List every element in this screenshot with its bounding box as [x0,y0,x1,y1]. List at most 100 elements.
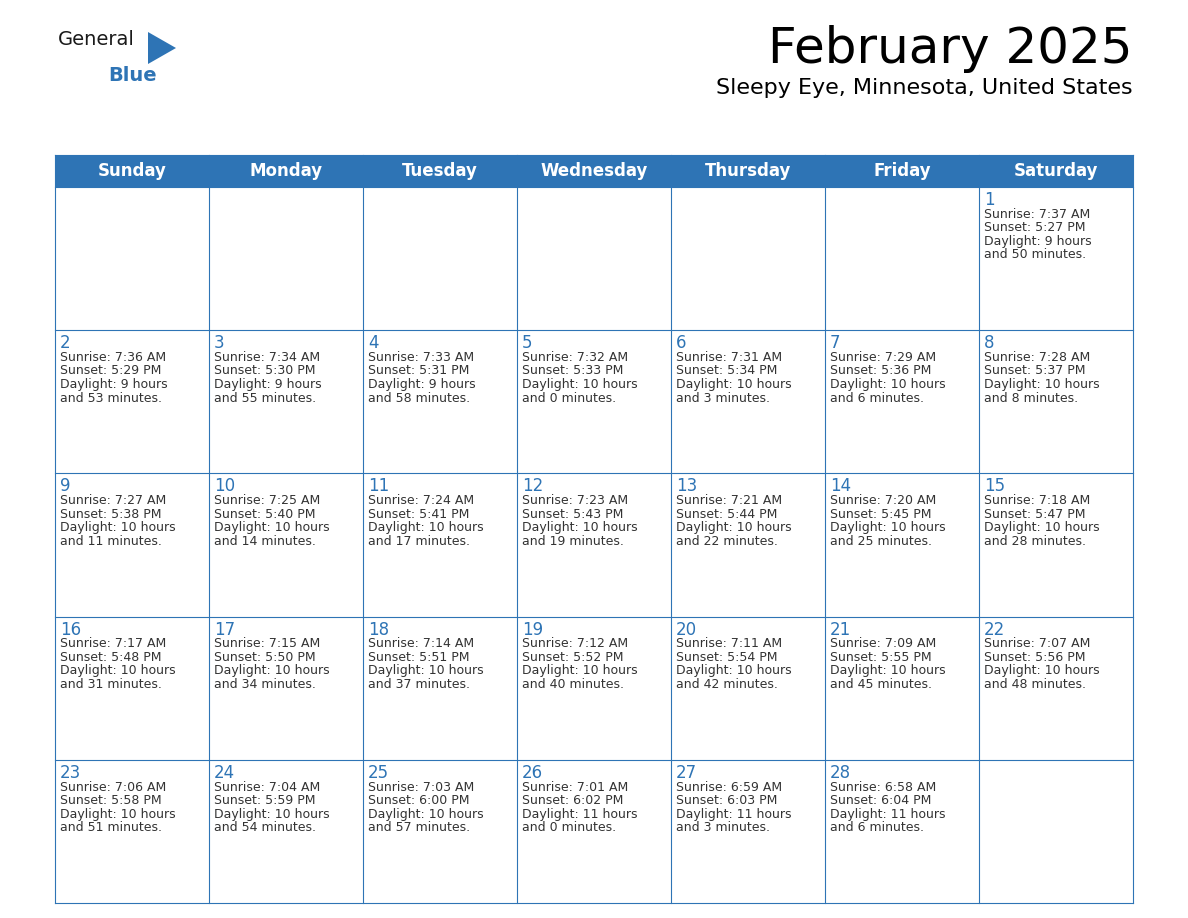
Bar [979,760,1133,903]
Text: Sunset: 5:27 PM: Sunset: 5:27 PM [984,221,1086,234]
Text: 8: 8 [984,334,994,353]
Text: February 2025: February 2025 [769,25,1133,73]
Bar [979,330,1133,474]
Text: Wednesday: Wednesday [541,162,647,180]
Text: Daylight: 10 hours: Daylight: 10 hours [214,665,329,677]
Text: 1: 1 [984,191,994,209]
Text: Sunset: 6:02 PM: Sunset: 6:02 PM [522,794,624,807]
Bar [671,474,824,617]
Text: 15: 15 [984,477,1005,496]
Text: Daylight: 10 hours: Daylight: 10 hours [522,665,638,677]
Text: Sunrise: 7:07 AM: Sunrise: 7:07 AM [984,637,1091,650]
Text: Sleepy Eye, Minnesota, United States: Sleepy Eye, Minnesota, United States [716,78,1133,98]
Text: and 0 minutes.: and 0 minutes. [522,821,617,834]
Bar [824,330,979,474]
Text: and 0 minutes.: and 0 minutes. [522,391,617,405]
Text: Daylight: 10 hours: Daylight: 10 hours [830,521,946,534]
Bar [364,760,517,903]
Text: Sunset: 5:31 PM: Sunset: 5:31 PM [368,364,469,377]
Bar [979,617,1133,760]
Text: 4: 4 [368,334,379,353]
Text: Daylight: 10 hours: Daylight: 10 hours [61,665,176,677]
Text: Daylight: 10 hours: Daylight: 10 hours [368,521,484,534]
Bar [55,155,1133,187]
Text: Sunset: 5:43 PM: Sunset: 5:43 PM [522,508,624,521]
Text: and 50 minutes.: and 50 minutes. [984,248,1086,262]
Bar [517,187,671,330]
Bar [517,617,671,760]
Text: Sunset: 5:58 PM: Sunset: 5:58 PM [61,794,162,807]
Text: and 6 minutes.: and 6 minutes. [830,391,924,405]
Text: Sunset: 5:51 PM: Sunset: 5:51 PM [368,651,469,664]
Bar [979,474,1133,617]
Text: and 19 minutes.: and 19 minutes. [522,534,624,548]
Bar [824,617,979,760]
Bar [824,474,979,617]
Text: Sunrise: 7:15 AM: Sunrise: 7:15 AM [214,637,321,650]
Text: Sunrise: 7:12 AM: Sunrise: 7:12 AM [522,637,628,650]
Polygon shape [148,32,176,64]
Text: Daylight: 10 hours: Daylight: 10 hours [984,521,1100,534]
Text: Sunrise: 7:27 AM: Sunrise: 7:27 AM [61,494,166,508]
Bar [55,187,209,330]
Text: Daylight: 10 hours: Daylight: 10 hours [676,378,791,391]
Text: Sunrise: 7:11 AM: Sunrise: 7:11 AM [676,637,782,650]
Text: Saturday: Saturday [1013,162,1098,180]
Text: and 55 minutes.: and 55 minutes. [214,391,316,405]
Bar [364,617,517,760]
Text: Daylight: 10 hours: Daylight: 10 hours [214,808,329,821]
Text: and 3 minutes.: and 3 minutes. [676,391,770,405]
Text: Daylight: 10 hours: Daylight: 10 hours [830,665,946,677]
Text: Sunset: 5:44 PM: Sunset: 5:44 PM [676,508,777,521]
Text: and 31 minutes.: and 31 minutes. [61,677,162,691]
Bar [55,617,209,760]
Text: Daylight: 11 hours: Daylight: 11 hours [676,808,791,821]
Bar [671,760,824,903]
Text: Sunrise: 7:21 AM: Sunrise: 7:21 AM [676,494,782,508]
Text: Sunset: 5:50 PM: Sunset: 5:50 PM [214,651,316,664]
Text: Daylight: 10 hours: Daylight: 10 hours [368,808,484,821]
Text: Sunset: 5:59 PM: Sunset: 5:59 PM [214,794,316,807]
Text: Sunrise: 6:59 AM: Sunrise: 6:59 AM [676,780,782,793]
Bar [209,617,364,760]
Text: Sunrise: 7:14 AM: Sunrise: 7:14 AM [368,637,474,650]
Text: and 40 minutes.: and 40 minutes. [522,677,624,691]
Text: and 25 minutes.: and 25 minutes. [830,534,933,548]
Text: Sunrise: 6:58 AM: Sunrise: 6:58 AM [830,780,936,793]
Bar [517,760,671,903]
Text: Sunset: 5:48 PM: Sunset: 5:48 PM [61,651,162,664]
Text: and 28 minutes.: and 28 minutes. [984,534,1086,548]
Text: Sunset: 5:56 PM: Sunset: 5:56 PM [984,651,1086,664]
Bar [209,474,364,617]
Text: and 58 minutes.: and 58 minutes. [368,391,470,405]
Bar [824,187,979,330]
Text: Sunset: 5:52 PM: Sunset: 5:52 PM [522,651,624,664]
Text: Friday: Friday [873,162,931,180]
Text: Sunrise: 7:24 AM: Sunrise: 7:24 AM [368,494,474,508]
Text: 12: 12 [522,477,543,496]
Text: Sunrise: 7:36 AM: Sunrise: 7:36 AM [61,351,166,364]
Bar [364,187,517,330]
Text: Sunset: 5:40 PM: Sunset: 5:40 PM [214,508,316,521]
Text: 2: 2 [61,334,70,353]
Bar [209,330,364,474]
Text: and 11 minutes.: and 11 minutes. [61,534,162,548]
Bar [979,187,1133,330]
Text: Daylight: 10 hours: Daylight: 10 hours [61,521,176,534]
Text: General: General [58,30,135,49]
Text: and 57 minutes.: and 57 minutes. [368,821,470,834]
Text: 5: 5 [522,334,532,353]
Bar [55,474,209,617]
Text: Sunset: 5:29 PM: Sunset: 5:29 PM [61,364,162,377]
Text: 9: 9 [61,477,70,496]
Text: Sunset: 5:47 PM: Sunset: 5:47 PM [984,508,1086,521]
Bar [671,330,824,474]
Text: Sunset: 5:38 PM: Sunset: 5:38 PM [61,508,162,521]
Text: Sunset: 5:45 PM: Sunset: 5:45 PM [830,508,931,521]
Text: and 22 minutes.: and 22 minutes. [676,534,778,548]
Text: Daylight: 10 hours: Daylight: 10 hours [522,521,638,534]
Text: Daylight: 9 hours: Daylight: 9 hours [984,235,1092,248]
Text: 3: 3 [214,334,225,353]
Text: and 54 minutes.: and 54 minutes. [214,821,316,834]
Text: and 3 minutes.: and 3 minutes. [676,821,770,834]
